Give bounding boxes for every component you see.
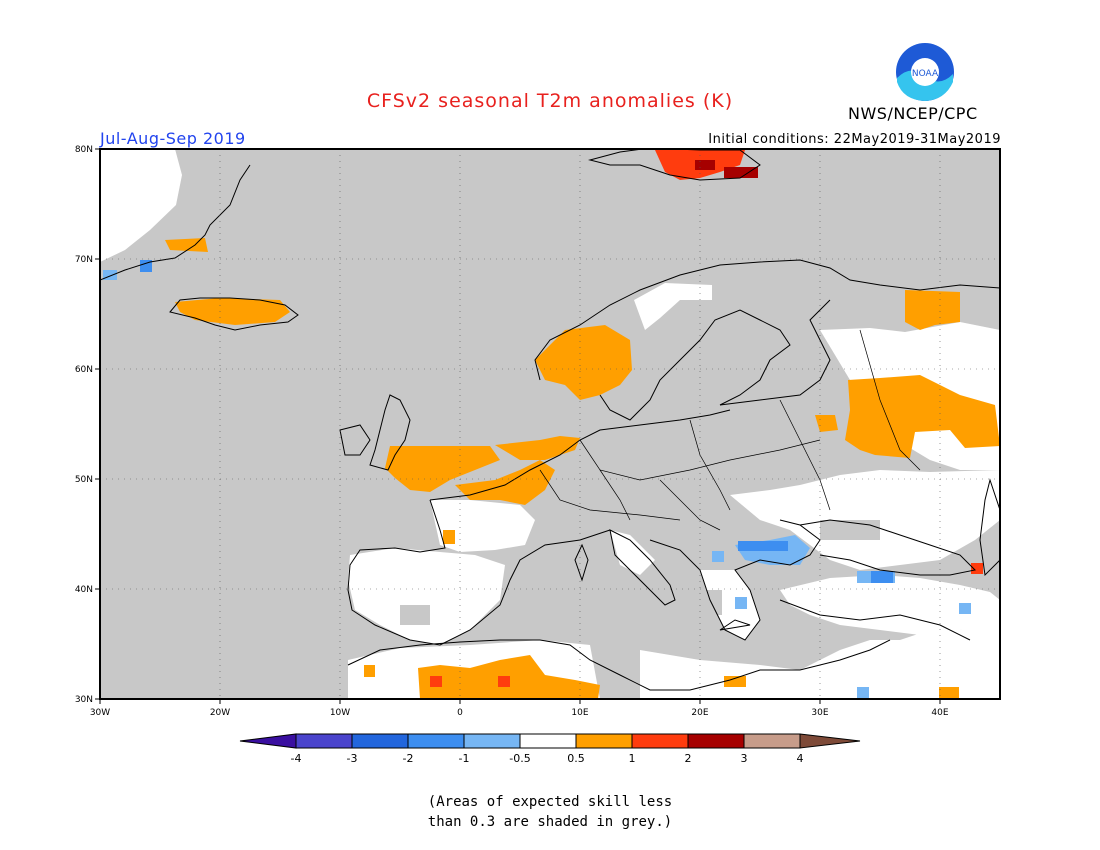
gridlines [100,149,1000,699]
skill-footnote-line: (Areas of expected skill less [427,794,673,810]
legend-swatch [407,733,465,749]
legend-label: -1 [459,752,470,765]
map-frame [99,148,1001,700]
chart-title: CFSv2 seasonal T2m anomalies (K) [366,90,734,112]
legend-swatch [799,733,861,749]
legend-label: 2 [685,752,692,765]
lat-tick-label: 30N [75,695,93,705]
legend-label: 1 [629,752,636,765]
legend-swatch [295,733,353,749]
initial-conditions-label: Initial conditions: 22May2019-31May2019 [708,132,1001,147]
legend-label: 0.5 [567,752,585,765]
agency-label: NWS/NCEP/CPC [848,104,978,123]
lat-tick-label: 40N [75,585,93,595]
lat-tick-label: 70N [75,255,93,265]
legend-label: 3 [741,752,748,765]
lon-tick-label: 40E [931,708,948,718]
legend-swatch [239,733,297,749]
legend-swatch [463,733,521,749]
lon-tick-label: 10W [330,708,350,718]
legend-swatch [351,733,409,749]
axis-ticks [95,148,941,704]
lon-tick-label: 30W [90,708,110,718]
legend-swatch [687,733,745,749]
lon-tick-label: 30E [811,708,828,718]
lon-tick-label: 10E [571,708,588,718]
lon-tick-label: 20E [691,708,708,718]
legend-label: -3 [347,752,358,765]
lat-tick-label: 80N [75,145,93,155]
lon-tick-label: 0 [457,708,463,718]
legend-label: -4 [291,752,302,765]
skill-footnote: (Areas of expected skill less than 0.3 a… [0,792,1100,832]
lat-tick-label: 50N [75,475,93,485]
skill-footnote-line: than 0.3 are shaded in grey.) [427,814,673,830]
noaa-logo-text: NOAA [912,69,939,79]
legend-swatch [575,733,633,749]
coastlines [100,149,1000,691]
legend-label: -0.5 [509,752,530,765]
color-legend [239,733,861,749]
legend-swatch [519,733,577,749]
legend-label: 4 [797,752,804,765]
noaa-logo: NOAA [896,43,954,101]
lon-tick-label: 20W [210,708,230,718]
season-label: Jul-Aug-Sep 2019 [100,129,246,148]
legend-swatch [743,733,801,749]
legend-swatch [631,733,689,749]
legend-label: -2 [403,752,414,765]
lat-tick-label: 60N [75,365,93,375]
